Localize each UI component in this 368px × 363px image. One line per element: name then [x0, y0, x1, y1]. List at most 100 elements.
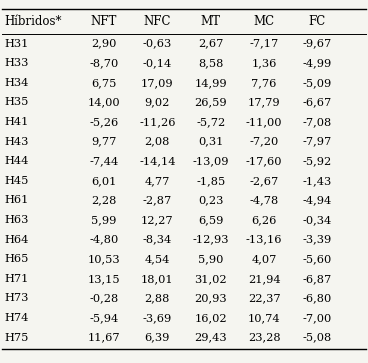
Text: H35: H35	[5, 97, 29, 107]
Text: NFT: NFT	[91, 15, 117, 28]
Text: 16,02: 16,02	[194, 313, 227, 323]
Text: -6,67: -6,67	[303, 97, 332, 107]
Text: 12,27: 12,27	[141, 215, 174, 225]
Text: -6,87: -6,87	[303, 274, 332, 284]
Text: -5,72: -5,72	[196, 117, 225, 127]
Text: 2,67: 2,67	[198, 38, 223, 49]
Text: H45: H45	[5, 176, 29, 186]
Text: -5,09: -5,09	[303, 78, 332, 88]
Text: 11,67: 11,67	[88, 333, 120, 343]
Text: 4,77: 4,77	[145, 176, 170, 186]
Text: 4,07: 4,07	[251, 254, 277, 264]
Text: -2,67: -2,67	[250, 176, 279, 186]
Text: -8,70: -8,70	[89, 58, 118, 68]
Text: 29,43: 29,43	[194, 333, 227, 343]
Text: -6,80: -6,80	[303, 293, 332, 303]
Text: -13,16: -13,16	[246, 234, 282, 245]
Text: -7,00: -7,00	[303, 313, 332, 323]
Text: H31: H31	[5, 38, 29, 49]
Text: -1,43: -1,43	[303, 176, 332, 186]
Text: -3,39: -3,39	[303, 234, 332, 245]
Text: 4,54: 4,54	[145, 254, 170, 264]
Text: 20,93: 20,93	[194, 293, 227, 303]
Text: 2,90: 2,90	[91, 38, 117, 49]
Text: Híbridos*: Híbridos*	[5, 15, 62, 28]
Text: 0,23: 0,23	[198, 195, 223, 205]
Text: 22,37: 22,37	[248, 293, 280, 303]
Text: H75: H75	[5, 333, 29, 343]
Text: 5,99: 5,99	[91, 215, 117, 225]
Text: -11,00: -11,00	[246, 117, 282, 127]
Text: 2,88: 2,88	[145, 293, 170, 303]
Text: -0,34: -0,34	[303, 215, 332, 225]
Text: 31,02: 31,02	[194, 274, 227, 284]
Text: -17,60: -17,60	[246, 156, 282, 166]
Text: -7,08: -7,08	[303, 117, 332, 127]
Text: NFC: NFC	[144, 15, 171, 28]
Text: 6,26: 6,26	[251, 215, 277, 225]
Text: -1,85: -1,85	[196, 176, 225, 186]
Text: 6,01: 6,01	[91, 176, 117, 186]
Text: MC: MC	[254, 15, 275, 28]
Text: -5,26: -5,26	[89, 117, 118, 127]
Text: -5,60: -5,60	[303, 254, 332, 264]
Text: -14,14: -14,14	[139, 156, 176, 166]
Text: -4,99: -4,99	[303, 58, 332, 68]
Text: -5,92: -5,92	[303, 156, 332, 166]
Text: 2,28: 2,28	[91, 195, 117, 205]
Text: -4,78: -4,78	[250, 195, 279, 205]
Text: 6,59: 6,59	[198, 215, 223, 225]
Text: H74: H74	[5, 313, 29, 323]
Text: -7,20: -7,20	[250, 136, 279, 147]
Text: 13,15: 13,15	[88, 274, 120, 284]
Text: H64: H64	[5, 234, 29, 245]
Text: H43: H43	[5, 136, 29, 147]
Text: 7,76: 7,76	[251, 78, 277, 88]
Text: 1,36: 1,36	[251, 58, 277, 68]
Text: 14,99: 14,99	[194, 78, 227, 88]
Text: -11,26: -11,26	[139, 117, 176, 127]
Text: 17,09: 17,09	[141, 78, 174, 88]
Text: -7,44: -7,44	[89, 156, 118, 166]
Text: FC: FC	[309, 15, 326, 28]
Text: 14,00: 14,00	[88, 97, 120, 107]
Text: -5,08: -5,08	[303, 333, 332, 343]
Text: 23,28: 23,28	[248, 333, 280, 343]
Text: 8,58: 8,58	[198, 58, 223, 68]
Text: 6,75: 6,75	[91, 78, 117, 88]
Text: -8,34: -8,34	[143, 234, 172, 245]
Text: -5,94: -5,94	[89, 313, 118, 323]
Text: H34: H34	[5, 78, 29, 88]
Text: -9,67: -9,67	[303, 38, 332, 49]
Text: -0,14: -0,14	[143, 58, 172, 68]
Text: 17,79: 17,79	[248, 97, 280, 107]
Text: H44: H44	[5, 156, 29, 166]
Text: -7,97: -7,97	[303, 136, 332, 147]
Text: H61: H61	[5, 195, 29, 205]
Text: -12,93: -12,93	[192, 234, 229, 245]
Text: H63: H63	[5, 215, 29, 225]
Text: H73: H73	[5, 293, 29, 303]
Text: 26,59: 26,59	[194, 97, 227, 107]
Text: H65: H65	[5, 254, 29, 264]
Text: H41: H41	[5, 117, 29, 127]
Text: 10,53: 10,53	[88, 254, 120, 264]
Text: 2,08: 2,08	[145, 136, 170, 147]
Text: -0,63: -0,63	[143, 38, 172, 49]
Text: -4,94: -4,94	[303, 195, 332, 205]
Text: MT: MT	[201, 15, 221, 28]
Text: 9,02: 9,02	[145, 97, 170, 107]
Text: 5,90: 5,90	[198, 254, 223, 264]
Text: -13,09: -13,09	[192, 156, 229, 166]
Text: 0,31: 0,31	[198, 136, 223, 147]
Text: 10,74: 10,74	[248, 313, 280, 323]
Text: -2,87: -2,87	[143, 195, 172, 205]
Text: -0,28: -0,28	[89, 293, 118, 303]
Text: -4,80: -4,80	[89, 234, 118, 245]
Text: H33: H33	[5, 58, 29, 68]
Text: -3,69: -3,69	[143, 313, 172, 323]
Text: -7,17: -7,17	[250, 38, 279, 49]
Text: 9,77: 9,77	[91, 136, 117, 147]
Text: 21,94: 21,94	[248, 274, 280, 284]
Text: H71: H71	[5, 274, 29, 284]
